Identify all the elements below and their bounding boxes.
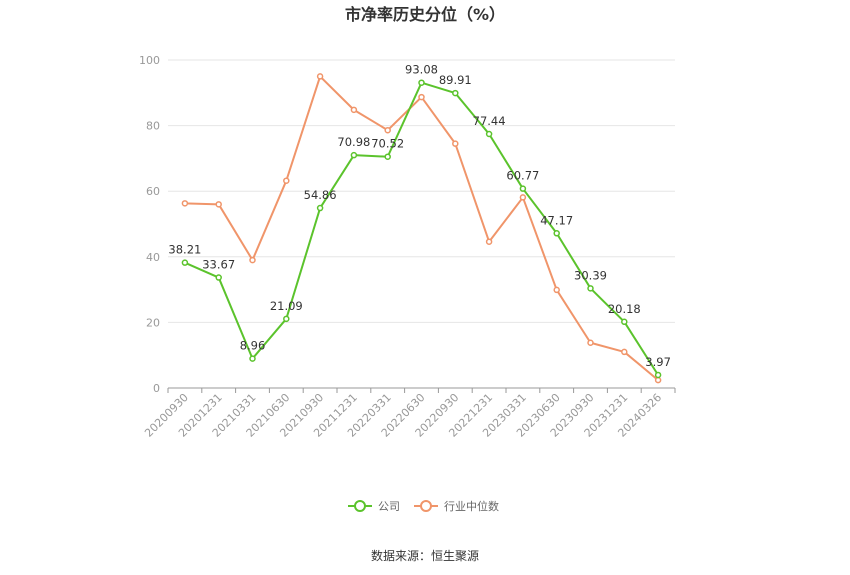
data-point [384,153,391,160]
y-tick-label: 100 [139,54,160,67]
y-tick-label: 0 [153,382,160,395]
legend-item-0[interactable]: 公司 [348,500,400,513]
data-point [249,355,256,362]
data-point [181,259,189,266]
source-note: 数据来源：恒生聚源 [371,548,479,563]
legend-swatch-marker [420,500,432,512]
chart-title: 市净率历史分位（%） [345,5,505,24]
y-tick-label: 60 [146,185,160,198]
y-tick-label: 40 [146,251,160,264]
series-line-0 [184,81,659,376]
data-point [621,318,628,326]
data-point [350,106,358,114]
data-point [485,130,493,138]
data-point [215,201,222,208]
legend[interactable]: 公司 行业中位数 [348,499,499,513]
data-point [587,285,594,292]
data-point [249,256,256,264]
data-point [485,238,493,245]
series-line-1 [184,75,659,381]
data-point [283,177,290,184]
data-label: 77.44 [473,114,506,128]
data-point [654,371,662,379]
legend-label: 公司 [378,500,400,513]
data-label: 33.67 [202,258,235,272]
data-label: 70.98 [337,135,370,149]
legend-item-1[interactable]: 行业中位数 [414,499,499,513]
data-point [283,315,290,323]
legend-swatch-marker [354,500,366,512]
data-point [621,348,628,356]
data-point [316,73,324,80]
data-point [587,339,594,346]
data-label: 30.39 [574,268,607,282]
y-tick-label: 20 [146,316,160,329]
data-point [418,93,425,101]
data-point [181,200,189,207]
data-label: 21.09 [270,299,303,313]
data-label: 20.18 [608,302,641,316]
data-point [350,151,358,159]
data-label: 3.97 [645,355,671,369]
data-point [654,376,662,384]
data-point [215,274,222,281]
data-point [519,194,527,201]
data-point [553,230,560,237]
data-label: 70.52 [371,137,404,151]
grid-lines [168,59,675,323]
series-layer [181,73,662,384]
data-label: 54.86 [304,188,337,202]
data-point [452,89,459,97]
data-label: 38.21 [168,243,201,257]
data-label: 8.96 [240,339,266,353]
data-point [316,204,324,212]
data-point [452,140,459,147]
data-point [384,126,391,134]
data-point [553,286,560,294]
y-tick-label: 80 [146,120,160,133]
y-axis: 0 20 40 60 80 100 [139,54,160,395]
legend-label: 行业中位数 [444,499,499,513]
data-label: 93.08 [405,63,438,77]
data-label: 89.91 [439,73,472,87]
data-point [418,79,425,86]
data-label: 47.17 [540,213,573,227]
data-label: 60.77 [506,169,539,183]
x-axis: 2020093020201231202103312021063020210930… [142,387,676,440]
data-point [519,185,527,192]
